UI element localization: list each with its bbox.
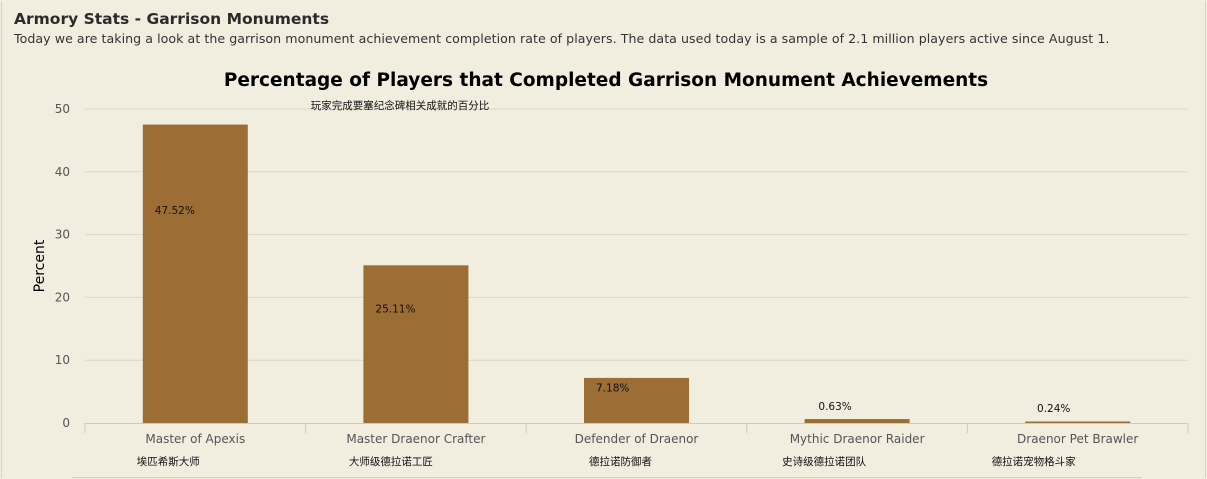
bar [584, 377, 689, 423]
y-axis-label: Percent [32, 239, 48, 292]
x-tick-label-zh: 史诗级德拉诺团队 [782, 455, 866, 468]
data-label: 7.18% [596, 382, 629, 394]
x-tick-label-zh: 德拉诺防御者 [589, 455, 652, 468]
data-label: 25.11% [375, 304, 415, 316]
bar [363, 265, 469, 423]
x-tick-label: Defender of Draenor [575, 432, 699, 446]
gridlines [85, 108, 1188, 361]
x-tick-label: Mythic Draenor Raider [790, 432, 925, 446]
y-tick-label: 50 [55, 102, 70, 116]
y-tick-label: 10 [55, 353, 70, 367]
page-title: Armory Stats - Garrison Monuments [14, 10, 330, 28]
bottom-rule [72, 477, 1142, 478]
x-tick-label-zh: 埃匹希斯大师 [137, 455, 200, 468]
x-tick-label-zh: 德拉诺宠物格斗家 [992, 455, 1076, 468]
bars [142, 124, 1131, 423]
x-tick-label: Master Draenor Crafter [346, 432, 485, 446]
y-tick-label: 0 [62, 416, 70, 430]
chart-labels: 0 10 20 30 40 50 47.52% 25.11% 7.18% 0.63% 0.24% Ma… [55, 102, 1139, 468]
x-tick-label-zh: 大师级德拉诺工匠 [349, 455, 433, 468]
data-label: 47.52% [155, 205, 195, 217]
y-tick-label: 20 [55, 290, 70, 304]
chart-title: Percentage of Players that Completed Gar… [224, 70, 988, 91]
data-label: 0.63% [818, 401, 851, 413]
x-tick-label: Master of Apexis [145, 432, 245, 446]
y-tick-label: 30 [55, 228, 70, 242]
bar [142, 124, 248, 423]
chart-subtitle: 玩家完成要塞纪念碑相关成就的百分比 [311, 99, 490, 112]
y-tick-label: 40 [55, 165, 70, 179]
bar [804, 419, 910, 423]
data-label: 0.24% [1037, 403, 1070, 415]
x-axis [84, 423, 1189, 433]
page-description: Today we are taking a look at the garris… [14, 31, 1110, 46]
x-tick-label: Draenor Pet Brawler [1017, 432, 1138, 446]
bar [1025, 421, 1131, 423]
